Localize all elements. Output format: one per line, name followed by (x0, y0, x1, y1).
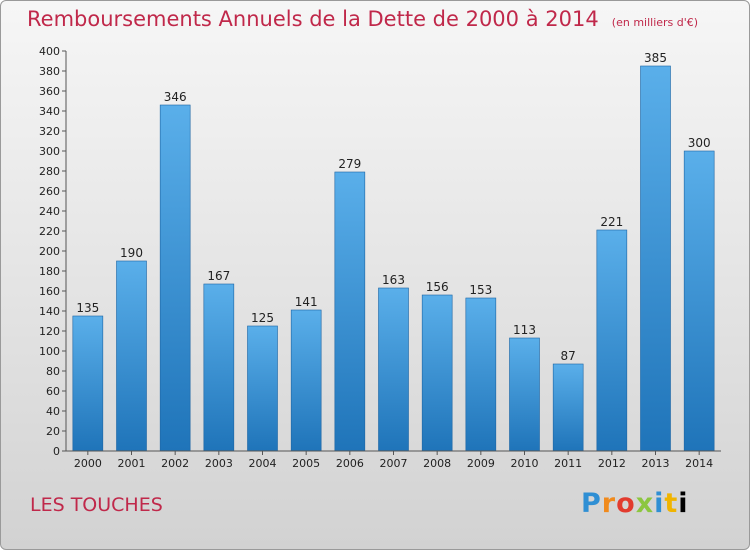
bar (421, 294, 453, 452)
y-tick-label: 280 (39, 165, 60, 178)
x-tick-label: 2012 (598, 457, 626, 470)
bar (378, 287, 409, 452)
x-tick-label: 2009 (467, 457, 495, 470)
y-tick-label: 340 (39, 105, 60, 118)
bar (290, 309, 322, 452)
bar (247, 325, 278, 452)
y-tick-label: 160 (39, 285, 60, 298)
logo-letter: P (581, 488, 602, 519)
data-label: 156 (426, 280, 449, 294)
x-tick-label: 2003 (205, 457, 233, 470)
y-tick-label: 320 (39, 125, 60, 138)
bar (465, 297, 497, 452)
bar (203, 283, 235, 452)
bar (509, 337, 540, 452)
x-tick-label: 2008 (423, 457, 451, 470)
y-axis: 0 20 40 60 80 100 120 140 160 180 200 220 240 260 280 3… (39, 45, 67, 458)
y-tick-label: 60 (46, 385, 60, 398)
y-tick-label: 40 (46, 405, 60, 418)
y-tick-label: 100 (39, 345, 60, 358)
x-tick-label: 2002 (161, 457, 189, 470)
x-tick-label: 2005 (292, 457, 320, 470)
bar (640, 65, 671, 452)
x-tick-label: 2000 (74, 457, 102, 470)
y-tick-label: 200 (39, 245, 60, 258)
data-label: 300 (688, 136, 711, 150)
bar (159, 104, 191, 452)
data-label: 167 (207, 269, 230, 283)
data-label: 113 (513, 323, 536, 337)
commune-name: LES TOUCHES (30, 494, 163, 516)
y-tick-label: 0 (53, 445, 60, 458)
bar (116, 260, 147, 452)
y-tick-label: 400 (39, 45, 60, 58)
x-tick-label: 2004 (249, 457, 277, 470)
y-tick-label: 80 (46, 365, 60, 378)
bar (683, 150, 715, 452)
logo-letter: i (654, 488, 665, 519)
x-tick-label: 2014 (685, 457, 713, 470)
proxiti-logo: Proxiti (581, 488, 689, 519)
x-tick-label: 2006 (336, 457, 364, 470)
bars (72, 65, 715, 452)
bar (334, 171, 366, 452)
y-tick-label: 260 (39, 185, 60, 198)
x-axis: 2000 2001 2002 2003 2004 2005 2006 2007 2008 2009… (66, 450, 721, 470)
y-tick-label: 380 (39, 65, 60, 78)
data-label: 279 (338, 157, 361, 171)
bar (596, 229, 628, 452)
chart-title-block: Remboursements Annuels de la Dette de 20… (27, 7, 698, 31)
x-tick-label: 2007 (380, 457, 408, 470)
logo-letter: r (601, 488, 617, 519)
chart-subtitle: (en milliers d'€) (611, 16, 699, 29)
data-labels: 135 190 346 167 125 141 279 163 156 153 113 87 221 38… (76, 51, 710, 363)
logo-letter: t (664, 488, 679, 519)
y-tick-label: 300 (39, 145, 60, 158)
data-label: 346 (164, 90, 187, 104)
data-label: 163 (382, 273, 405, 287)
y-tick-label: 140 (39, 305, 60, 318)
logo-letter: o (616, 488, 636, 519)
y-tick-label: 180 (39, 265, 60, 278)
data-label: 221 (600, 215, 623, 229)
data-label: 190 (120, 246, 143, 260)
y-tick-label: 360 (39, 85, 60, 98)
data-label: 153 (469, 283, 492, 297)
x-tick-label: 2011 (554, 457, 582, 470)
x-tick-label: 2013 (642, 457, 670, 470)
y-tick-label: 20 (46, 425, 60, 438)
chart-title: Remboursements Annuels de la Dette de 20… (27, 7, 599, 31)
x-tick-label: 2010 (511, 457, 539, 470)
data-label: 87 (561, 349, 576, 363)
logo-letter: i (678, 488, 689, 519)
y-tick-label: 240 (39, 205, 60, 218)
bar (72, 315, 104, 452)
y-tick-label: 220 (39, 225, 60, 238)
x-tick-label: 2001 (118, 457, 146, 470)
bar (552, 363, 584, 452)
data-label: 141 (295, 295, 318, 309)
logo-letter: x (635, 488, 655, 519)
data-label: 135 (76, 301, 99, 315)
y-tick-label: 120 (39, 325, 60, 338)
data-label: 125 (251, 311, 274, 325)
data-label: 385 (644, 51, 667, 65)
